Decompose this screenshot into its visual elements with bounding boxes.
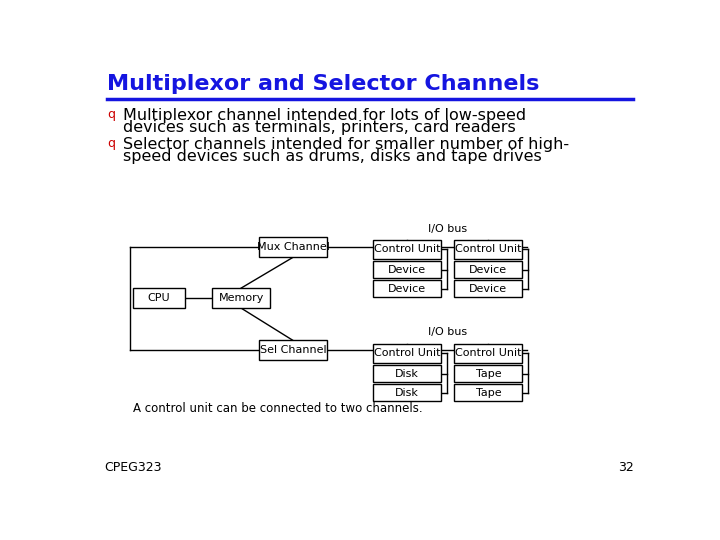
Text: Disk: Disk [395, 388, 419, 398]
Text: Control Unit: Control Unit [374, 244, 440, 254]
Text: Device: Device [388, 284, 426, 294]
Text: Multiplexor channel intended for lots of low-speed: Multiplexor channel intended for lots of… [122, 108, 526, 123]
Text: I/O bus: I/O bus [428, 327, 467, 338]
Text: Disk: Disk [395, 369, 419, 379]
Text: A control unit can be connected to two channels.: A control unit can be connected to two c… [132, 402, 422, 415]
Text: 32: 32 [618, 462, 634, 475]
Text: I/O bus: I/O bus [428, 224, 467, 234]
Text: Tape: Tape [475, 388, 501, 398]
Text: q: q [107, 108, 115, 121]
FancyBboxPatch shape [373, 343, 441, 363]
Text: q: q [107, 137, 115, 150]
Text: Device: Device [388, 265, 426, 275]
Text: Control Unit: Control Unit [374, 348, 440, 358]
FancyBboxPatch shape [454, 343, 523, 363]
Text: Device: Device [469, 284, 508, 294]
Text: Device: Device [469, 265, 508, 275]
Text: CPEG323: CPEG323 [104, 462, 161, 475]
FancyBboxPatch shape [259, 237, 327, 257]
FancyBboxPatch shape [373, 365, 441, 382]
Text: CPU: CPU [148, 293, 171, 303]
FancyBboxPatch shape [373, 240, 441, 259]
Text: speed devices such as drums, disks and tape drives: speed devices such as drums, disks and t… [122, 150, 541, 165]
FancyBboxPatch shape [454, 240, 523, 259]
FancyBboxPatch shape [454, 280, 523, 298]
Text: Tape: Tape [475, 369, 501, 379]
Text: devices such as terminals, printers, card readers: devices such as terminals, printers, car… [122, 120, 516, 135]
Text: Control Unit: Control Unit [455, 348, 521, 358]
Text: Control Unit: Control Unit [455, 244, 521, 254]
Text: Memory: Memory [218, 293, 264, 303]
FancyBboxPatch shape [454, 365, 523, 382]
Text: Mux Channel: Mux Channel [256, 242, 330, 252]
Text: Sel Channel: Sel Channel [260, 346, 326, 355]
Text: Multiplexor and Selector Channels: Multiplexor and Selector Channels [107, 74, 539, 94]
FancyBboxPatch shape [132, 288, 185, 308]
FancyBboxPatch shape [373, 261, 441, 278]
FancyBboxPatch shape [259, 340, 327, 361]
FancyBboxPatch shape [454, 384, 523, 401]
FancyBboxPatch shape [373, 384, 441, 401]
Text: Selector channels intended for smaller number of high-: Selector channels intended for smaller n… [122, 137, 569, 152]
FancyBboxPatch shape [373, 280, 441, 298]
FancyBboxPatch shape [212, 288, 270, 308]
FancyBboxPatch shape [454, 261, 523, 278]
